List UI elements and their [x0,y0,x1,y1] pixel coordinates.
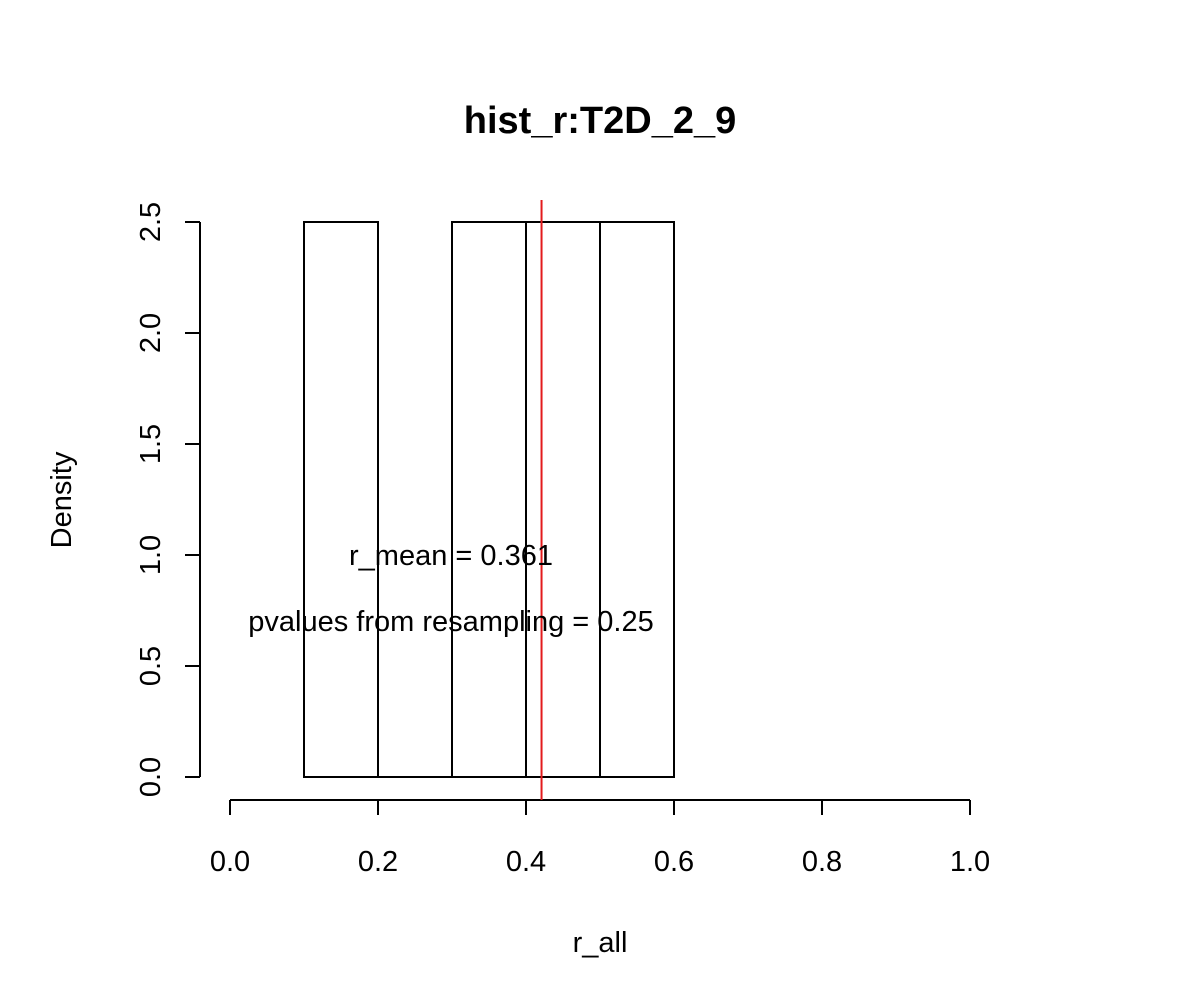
histogram-bar [525,221,601,778]
x-axis-label: r_all [573,927,628,959]
y-tick-label: 2.0 [135,313,167,353]
x-tick-label: 1.0 [950,846,990,878]
r-mean-annotation: r_mean = 0.361 [349,540,553,572]
x-axis: 0.0 0.2 0.4 0.6 0.8 1.0 [210,799,990,878]
y-tick-label: 1.0 [135,535,167,575]
y-axis: 0.0 0.5 1.0 1.5 2.0 2.5 [135,202,201,797]
x-tick-label: 0.6 [654,846,694,878]
x-tick-label: 0.2 [358,846,398,878]
pvalue-annotation: pvalues from resampling = 0.25 [248,606,653,638]
histogram-bar [599,221,675,778]
x-tick-label: 0.0 [210,846,250,878]
histogram-bar [303,221,379,778]
chart-title: hist_r:T2D_2_9 [464,100,736,142]
x-tick-label: 0.4 [506,846,546,878]
histogram-bar [451,221,527,778]
y-tick-label: 0.0 [135,757,167,797]
y-tick-label: 1.5 [135,424,167,464]
y-tick-label: 0.5 [135,646,167,686]
x-tick-label: 0.8 [802,846,842,878]
y-tick-label: 2.5 [135,202,167,242]
bars [303,221,675,778]
y-axis-label: Density [46,451,78,548]
